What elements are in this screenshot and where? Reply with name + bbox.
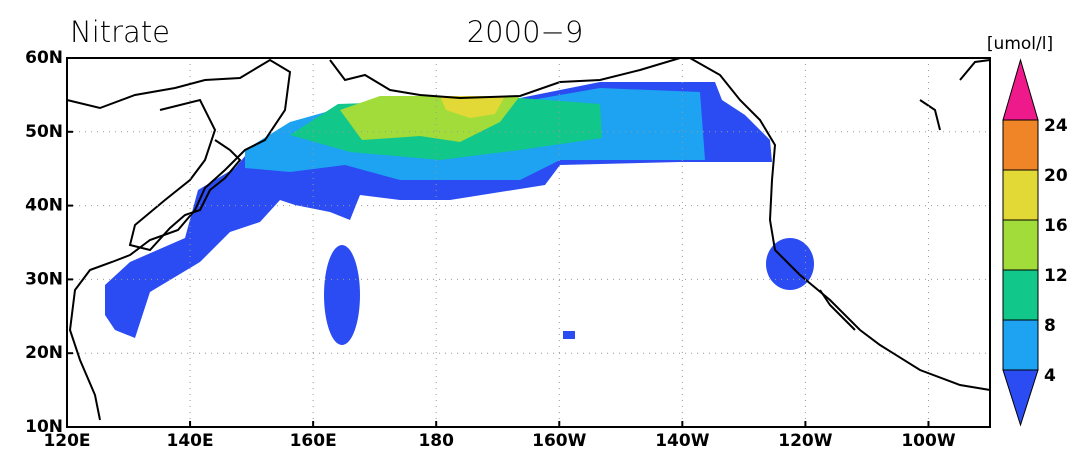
y-tick-label: 30N	[25, 269, 63, 289]
map-frame	[66, 57, 991, 428]
colorbar-cell	[1002, 219, 1039, 271]
nitrate-area	[563, 331, 575, 339]
x-tick-label: 120W	[778, 431, 832, 451]
y-tick-label: 40N	[25, 196, 63, 216]
colorbar-label: [umol/l]	[987, 34, 1053, 54]
colorbar-tick-label: 4	[1044, 366, 1056, 386]
colorbar-tick-label: 20	[1044, 166, 1068, 186]
coastline	[128, 98, 242, 252]
x-tick-label: 120E	[43, 431, 90, 451]
x-tick-label: 180	[418, 431, 454, 451]
fields	[105, 82, 814, 345]
colorbar-cell	[1002, 169, 1039, 221]
colorbar-tick-label: 12	[1044, 266, 1068, 286]
y-tick-label: 20N	[25, 343, 63, 363]
x-tick-label: 160E	[290, 431, 337, 451]
nitrate-area	[440, 96, 505, 118]
colorbar-tick-label: 24	[1044, 116, 1068, 136]
x-tick-label: 160W	[532, 431, 586, 451]
coastlines	[66, 57, 991, 421]
coastline	[819, 59, 991, 331]
coastline	[689, 57, 991, 391]
coastline	[66, 58, 292, 421]
colorbar-tick-label: 8	[1044, 316, 1056, 336]
title: Nitrate	[70, 15, 170, 49]
colorbar: 4 8 12 16 20 24	[1002, 58, 1068, 427]
date: 2000−9	[467, 15, 584, 49]
colorbar-cell	[1002, 58, 1039, 121]
nitrate-area	[324, 245, 360, 345]
coastline	[329, 57, 681, 100]
y-tick-label: 50N	[25, 122, 63, 142]
colorbar-tick-label: 16	[1044, 216, 1068, 236]
axes: 120E 140E 160E 180 160W 140W 120W 100W 10N 20N 30N…	[25, 48, 991, 451]
y-tick-label: 60N	[25, 48, 63, 68]
colorbar-cell	[1002, 369, 1039, 427]
x-tick-label: 100W	[901, 431, 955, 451]
y-tick-label: 10N	[25, 417, 63, 437]
x-tick-label: 140E	[167, 431, 214, 451]
colorbar-cell	[1002, 319, 1039, 371]
x-tick-label: 140W	[655, 431, 709, 451]
colorbar-cell	[1002, 269, 1039, 321]
colorbar-cell	[1002, 119, 1039, 171]
